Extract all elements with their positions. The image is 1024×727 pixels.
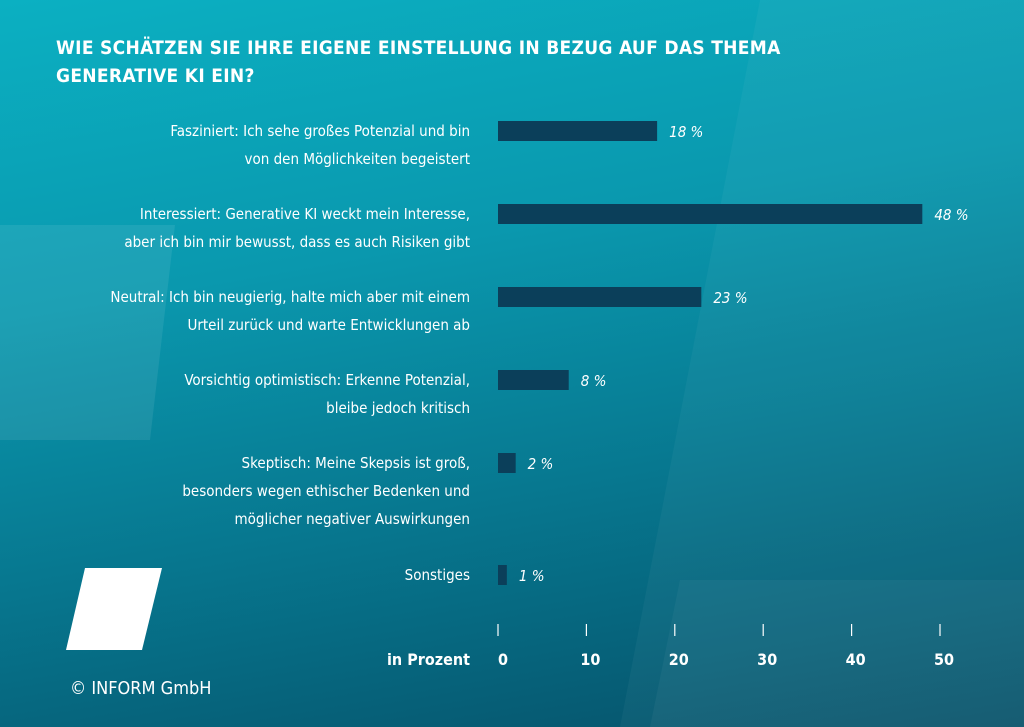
- category-label-line: besonders wegen ethischer Bedenken und: [182, 482, 470, 500]
- category-label-line: möglicher negativer Auswirkungen: [234, 510, 470, 528]
- title-line: WIE SCHÄTZEN SIE IHRE EIGENE EINSTELLUNG…: [56, 37, 781, 59]
- category-label: Fasziniert: Ich sehe großes Potenzial un…: [30, 117, 470, 173]
- x-tick-label: 20: [669, 650, 689, 669]
- category-label-line: Interessiert: Generative KI weckt mein I…: [139, 205, 470, 223]
- bar: [498, 565, 507, 585]
- bar: [498, 287, 702, 307]
- category-label-line: aber ich bin mir bewusst, dass es auch R…: [124, 233, 470, 251]
- category-label: Neutral: Ich bin neugierig, halte mich a…: [30, 283, 470, 339]
- category-label-line: Vorsichtig optimistisch: Erkenne Potenzi…: [184, 371, 470, 389]
- bar: [498, 370, 569, 390]
- data-label: 23 %: [713, 289, 747, 307]
- title-line: GENERATIVE KI EIN?: [56, 65, 255, 87]
- data-label: 1 %: [519, 567, 545, 585]
- chart-title: WIE SCHÄTZEN SIE IHRE EIGENE EINSTELLUNG…: [56, 34, 781, 90]
- category-label-line: Fasziniert: Ich sehe großes Potenzial un…: [170, 122, 470, 140]
- x-tick-label: 40: [846, 650, 866, 669]
- x-axis-label: in Prozent: [387, 650, 470, 669]
- copyright: © INFORM GmbH: [70, 678, 212, 699]
- x-tick-label: 0: [498, 650, 508, 669]
- category-label-line: Skeptisch: Meine Skepsis ist groß,: [241, 454, 470, 472]
- category-label: Interessiert: Generative KI weckt mein I…: [30, 200, 470, 256]
- category-label-line: Neutral: Ich bin neugierig, halte mich a…: [110, 288, 470, 306]
- x-tick-label: 30: [757, 650, 777, 669]
- bar: [498, 204, 923, 224]
- category-label: Skeptisch: Meine Skepsis ist groß, besond…: [30, 449, 470, 533]
- data-label: 2 %: [528, 455, 554, 473]
- category-label-line: bleibe jedoch kritisch: [326, 399, 470, 417]
- bar: [498, 453, 516, 473]
- category-label-line: Urteil zurück und warte Entwicklungen ab: [187, 316, 470, 334]
- category-label: Vorsichtig optimistisch: Erkenne Potenzi…: [30, 366, 470, 422]
- x-tick-label: 10: [580, 650, 600, 669]
- category-label: Sonstiges: [30, 561, 470, 589]
- category-label-line: Sonstiges: [404, 566, 470, 584]
- x-tick-label: 50: [934, 650, 954, 669]
- data-label: 18 %: [669, 123, 703, 141]
- category-label-line: von den Möglichkeiten begeistert: [244, 150, 470, 168]
- bar: [498, 121, 658, 141]
- data-label: 48 %: [934, 206, 968, 224]
- data-label: 8 %: [581, 372, 607, 390]
